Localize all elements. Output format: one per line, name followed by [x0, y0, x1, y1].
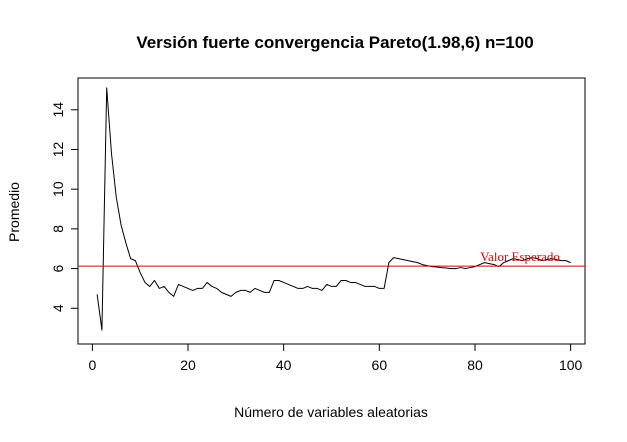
x-axis-label: Número de variables aleatorias — [234, 404, 428, 420]
y-tick-label: 6 — [50, 264, 66, 272]
y-tick-label: 14 — [50, 102, 66, 118]
y-axis: 4 6 8 10 12 14 — [50, 102, 78, 312]
expected-value-label: Valor Esperado — [480, 249, 560, 264]
x-axis: 0 20 40 60 80 100 — [88, 344, 583, 373]
reference-line-group: Valor Esperado — [78, 249, 585, 267]
y-tick-label: 10 — [50, 181, 66, 197]
y-tick-label: 12 — [50, 141, 66, 157]
series-line-0 — [96, 87, 571, 331]
chart-title: Versión fuerte convergencia Pareto(1.98,… — [136, 33, 533, 52]
x-tick-label: 40 — [276, 357, 292, 373]
x-tick-label: 0 — [88, 357, 96, 373]
x-tick-label: 60 — [372, 357, 388, 373]
x-tick-label: 80 — [467, 357, 483, 373]
x-tick-label: 20 — [180, 357, 196, 373]
y-axis-label: Promedio — [6, 182, 22, 242]
y-tick-label: 4 — [50, 304, 66, 312]
plot-area: 0 20 40 60 80 100 4 6 8 10 12 14 Valor Esperado — [50, 77, 586, 373]
x-tick-label: 100 — [559, 357, 583, 373]
plot-frame — [77, 77, 586, 345]
y-tick-label: 8 — [50, 225, 66, 233]
series-group — [96, 87, 571, 331]
